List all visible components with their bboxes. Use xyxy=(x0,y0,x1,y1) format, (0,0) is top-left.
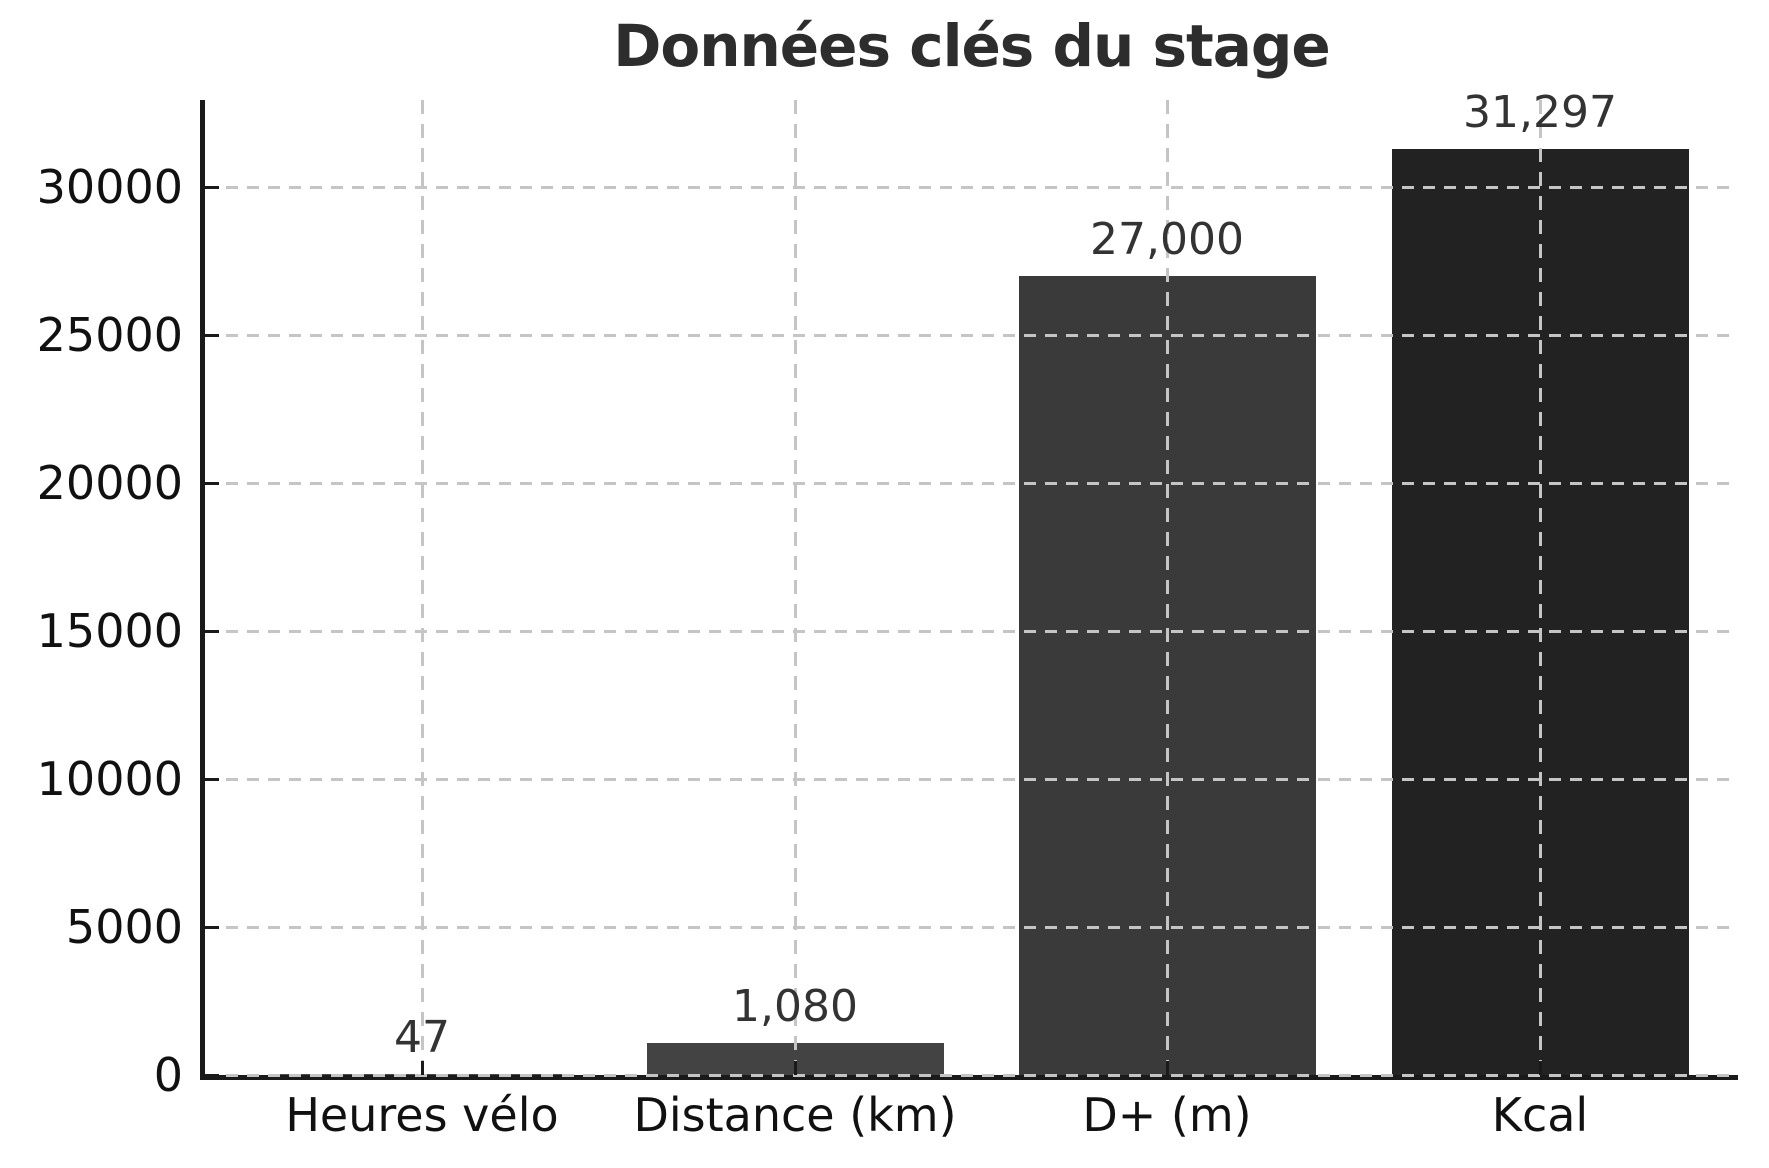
h-gridline-10000 xyxy=(205,777,1738,781)
h-gridline-15000 xyxy=(205,629,1738,633)
h-gridline-0 xyxy=(205,1073,1738,1077)
x-tick-2 xyxy=(1165,1061,1169,1075)
x-tick-label-1: Distance (km) xyxy=(633,1088,957,1142)
y-tick-label-0: 0 xyxy=(153,1048,183,1102)
bar-value-label-2: 27,000 xyxy=(1090,213,1244,265)
y-tick-label-25000: 25000 xyxy=(36,308,183,363)
y-tick-0 xyxy=(205,1073,219,1077)
h-gridline-30000 xyxy=(205,185,1738,189)
x-axis-tick-labels: Heures vélo Distance (km) D+ (m) Kcal xyxy=(205,1086,1738,1156)
x-tick-1 xyxy=(793,1061,797,1075)
x-tick-label-2: D+ (m) xyxy=(1082,1088,1252,1142)
x-tick-0 xyxy=(420,1061,424,1075)
x-tick-label-3: Kcal xyxy=(1491,1088,1589,1142)
y-tick-label-20000: 20000 xyxy=(36,456,183,510)
bar-value-label-3: 31,297 xyxy=(1463,86,1617,138)
bar-value-label-0: 47 xyxy=(394,1011,450,1063)
v-gridline-3 xyxy=(1538,100,1542,1075)
v-gridline-2 xyxy=(1165,100,1169,1075)
y-tick-20000 xyxy=(205,481,219,485)
y-tick-label-5000: 5000 xyxy=(65,900,183,954)
y-tick-label-10000: 10000 xyxy=(36,752,183,806)
y-tick-15000 xyxy=(205,629,219,633)
y-tick-10000 xyxy=(205,777,219,781)
h-gridline-25000 xyxy=(205,333,1738,337)
bar-value-label-1: 1,080 xyxy=(732,981,858,1033)
v-gridline-1 xyxy=(793,100,797,1075)
y-axis-tick-labels: 0 5000 10000 15000 20000 25000 30000 xyxy=(0,100,183,1102)
chart-title: Données clés du stage xyxy=(613,12,1331,80)
x-tick-3 xyxy=(1538,1061,1542,1075)
y-tick-label-30000: 30000 xyxy=(36,160,183,215)
h-gridline-5000 xyxy=(205,925,1738,929)
h-gridline-20000 xyxy=(205,481,1738,485)
v-gridline-0 xyxy=(420,100,424,1075)
y-tick-30000 xyxy=(205,185,219,189)
y-tick-25000 xyxy=(205,333,219,337)
plot-area: 47 1,080 27,000 31,297 xyxy=(200,88,1738,1080)
y-tick-label-15000: 15000 xyxy=(36,604,183,658)
y-tick-5000 xyxy=(205,925,219,929)
x-tick-label-0: Heures vélo xyxy=(285,1088,559,1142)
